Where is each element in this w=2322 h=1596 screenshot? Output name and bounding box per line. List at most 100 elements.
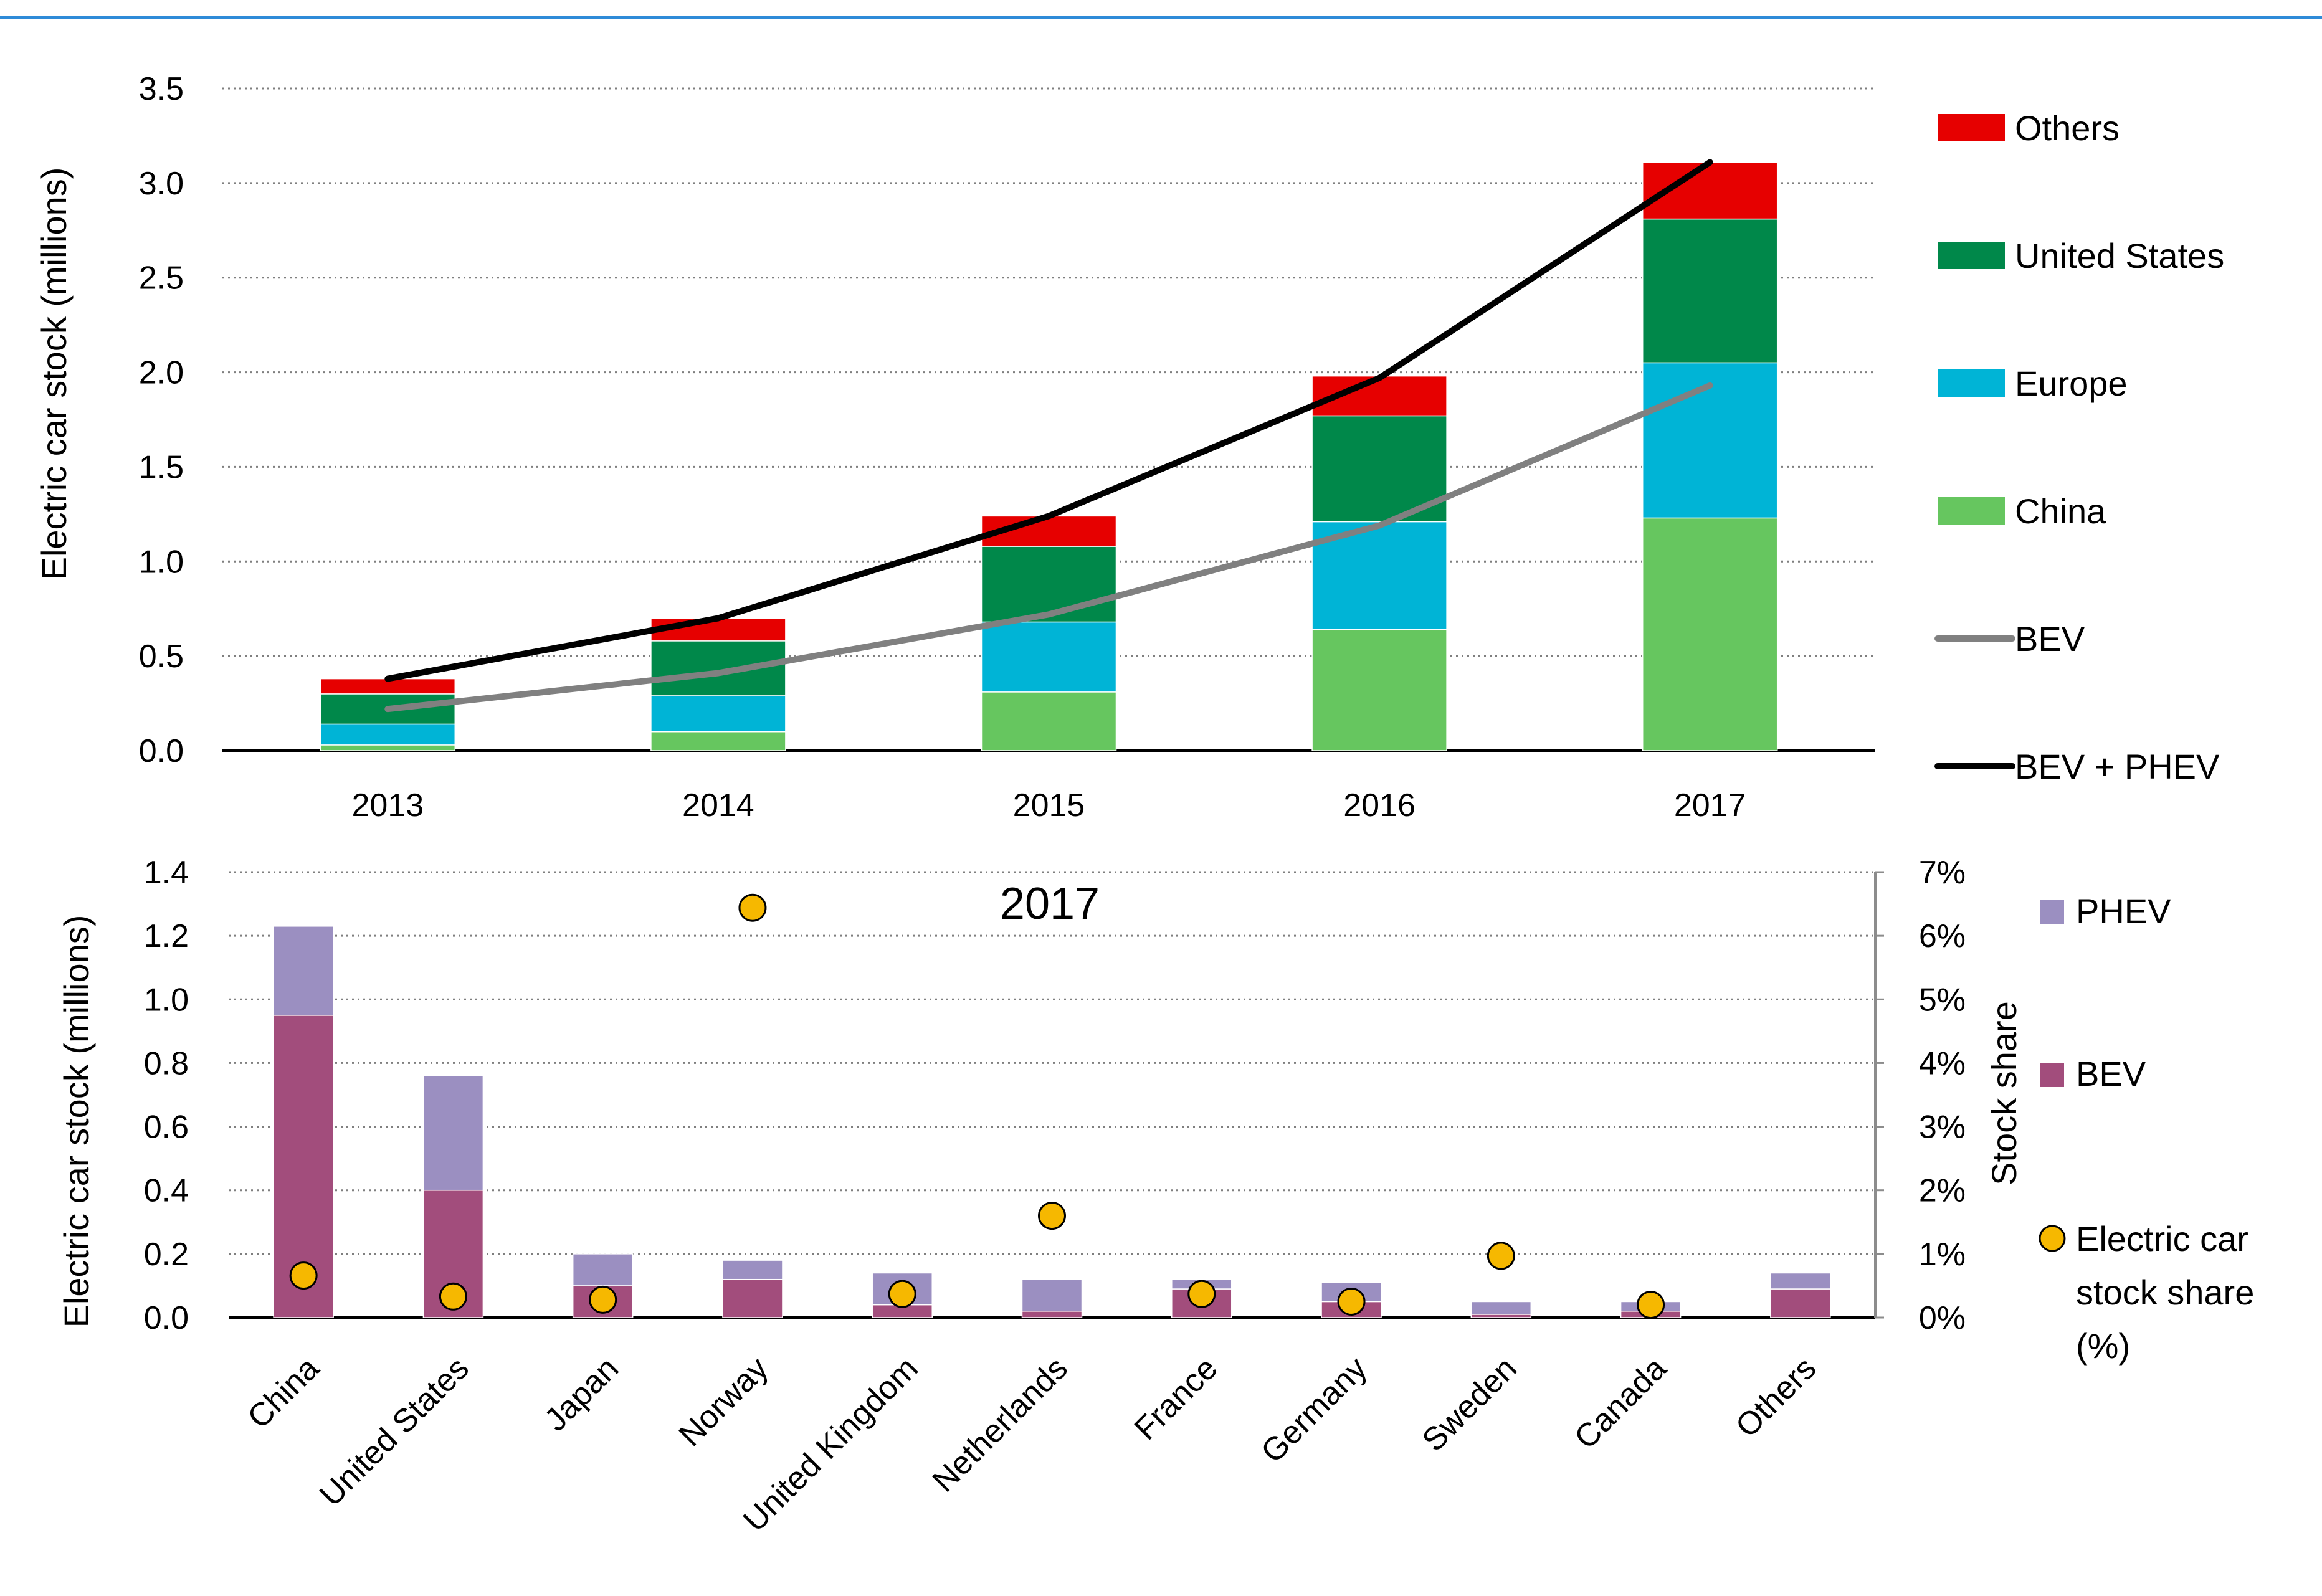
- legend-swatch-europe: [1938, 369, 2005, 397]
- legend-label-bev: BEV: [2015, 619, 2085, 658]
- top-y-tick-label: 0.5: [139, 639, 184, 675]
- legend-label-line: Electric car: [2076, 1219, 2248, 1258]
- bar-phev-netherlands: [1021, 1278, 1083, 1312]
- bottom-x-tick-label: Others: [1729, 1350, 1823, 1444]
- stock-by-region-chart: Electric car stock (millions) 0.0 0.5 1.0 1…: [34, 71, 2224, 824]
- share-marker-canada: [1637, 1291, 1665, 1319]
- bar-phev-china: [273, 926, 334, 1016]
- legend-label-united-states: United States: [2015, 236, 2224, 275]
- share-marker-japan: [589, 1285, 617, 1314]
- bottom-y-tick-label: 0.6: [144, 1109, 189, 1146]
- bar-phev-norway: [722, 1260, 783, 1280]
- legend-swatch-stock-share: [2039, 1225, 2066, 1252]
- bar-phev-sweden: [1470, 1301, 1532, 1315]
- top-y-tick-label: 3.0: [139, 166, 184, 202]
- bottom-y2-tick-label: 2%: [1919, 1173, 1966, 1209]
- bar-united-states-2017: [1642, 218, 1778, 364]
- top-x-tick-label: 2013: [351, 787, 424, 824]
- bar-bev-sweden: [1470, 1314, 1532, 1318]
- share-marker-sweden: [1487, 1242, 1515, 1270]
- top-x-tick-label: 2014: [682, 787, 754, 824]
- bar-phev-japan: [572, 1253, 634, 1286]
- bottom-stacked-bars: [273, 926, 1831, 1318]
- bottom-x-tick-label: China: [241, 1350, 326, 1435]
- bar-united-states-2015: [981, 546, 1117, 623]
- bar-china-2013: [320, 744, 456, 751]
- top-trend-lines: [384, 159, 1713, 713]
- bottom-y-tick-labels: 0.0 0.2 0.4 0.6 0.8 1.0 1.2 1.4: [144, 855, 189, 1336]
- line-bev: [384, 382, 1713, 713]
- bar-bev-others: [1770, 1288, 1831, 1318]
- bottom-y-axis-title: Electric car stock (millions): [57, 915, 96, 1328]
- bottom-y-tick-label: 0.8: [144, 1045, 189, 1081]
- bottom-y2-tick-label: 3%: [1919, 1109, 1966, 1146]
- top-y-tick-label: 1.0: [139, 544, 184, 580]
- top-y-tick-labels: 0.0 0.5 1.0 1.5 2.0 2.5 3.0 3.5: [139, 71, 184, 769]
- legend-label-line: (%): [2076, 1326, 2130, 1366]
- bar-china-2016: [1311, 629, 1447, 751]
- top-y-tick-label: 0.0: [139, 733, 184, 769]
- legend-swatch-others: [1938, 114, 2005, 141]
- top-x-tick-label: 2017: [1674, 787, 1746, 824]
- top-y-tick-label: 1.5: [139, 449, 184, 485]
- share-marker-netherlands: [1038, 1202, 1066, 1230]
- bar-phev-others: [1770, 1272, 1831, 1290]
- bottom-y2-tick-label: 5%: [1919, 982, 1966, 1018]
- share-marker-germany: [1337, 1287, 1366, 1316]
- legend-label-others: Others: [2015, 108, 2120, 148]
- line-bev-phev: [384, 159, 1713, 682]
- legend-label-china: China: [2015, 492, 2106, 531]
- bar-united-states-2014: [650, 640, 786, 696]
- bottom-legend: PHEV BEV Electric car stock share (%): [2039, 891, 2254, 1366]
- share-marker-china: [289, 1261, 318, 1290]
- legend-label-europe: Europe: [2015, 364, 2128, 403]
- bar-bev-norway: [722, 1278, 783, 1318]
- bottom-x-tick-label: United States: [313, 1350, 476, 1513]
- legend-swatch-china: [1938, 497, 2005, 525]
- top-y-tick-label: 2.5: [139, 260, 184, 297]
- bottom-y-tick-label: 1.0: [144, 982, 189, 1018]
- legend-label-stock-share: Electric car stock share (%): [2076, 1219, 2254, 1366]
- bar-china-2015: [981, 691, 1117, 751]
- bottom-y2-axis-title: Stock share: [1984, 1001, 2024, 1185]
- bottom-x-tick-label: Sweden: [1416, 1350, 1524, 1458]
- top-x-tick-label: 2016: [1343, 787, 1416, 824]
- legend-label-bev-phev: BEV + PHEV: [2015, 747, 2220, 786]
- bar-europe-2013: [320, 723, 456, 746]
- bottom-y2-tick-label: 7%: [1919, 855, 1966, 891]
- top-stacked-bars: [320, 161, 1778, 751]
- bar-europe-2017: [1642, 362, 1778, 519]
- legend-label-bev: BEV: [2076, 1054, 2146, 1093]
- bar-phev-united-states: [422, 1075, 484, 1191]
- share-marker-united-kingdom: [888, 1280, 916, 1308]
- top-y-tick-label: 3.5: [139, 71, 184, 107]
- bottom-y2-tick-label: 0%: [1919, 1300, 1966, 1336]
- top-x-tick-label: 2015: [1013, 787, 1085, 824]
- legend-swatch-bev: [2040, 1063, 2064, 1087]
- legend-swatch-united-states: [1938, 242, 2005, 269]
- bottom-chart-title: 2017: [1000, 879, 1100, 929]
- legend-label-line: stock share: [2076, 1273, 2254, 1312]
- bottom-y2-tick-label: 4%: [1919, 1045, 1966, 1081]
- bar-china-2017: [1642, 517, 1778, 751]
- bottom-x-tick-label: France: [1128, 1350, 1224, 1446]
- share-marker-united-states: [439, 1282, 467, 1311]
- bar-europe-2015: [981, 621, 1117, 693]
- bottom-share-markers: [289, 893, 1665, 1319]
- bar-china-2014: [650, 731, 786, 751]
- top-y-tick-label: 2.0: [139, 355, 184, 391]
- bottom-x-tick-label: Canada: [1568, 1350, 1673, 1456]
- bottom-y2-tick-label: 1%: [1919, 1237, 1966, 1273]
- top-x-tick-labels: 2013 2014 2015 2016 2017: [351, 787, 1746, 824]
- bottom-y-tick-label: 0.4: [144, 1173, 189, 1209]
- share-marker-france: [1187, 1280, 1216, 1308]
- bottom-x-tick-label: Netherlands: [926, 1350, 1075, 1499]
- top-legend: Others United States Europe China BEV BEV + P…: [1934, 108, 2224, 786]
- bottom-x-tick-label: Germany: [1254, 1350, 1374, 1470]
- bottom-x-tick-label: Japan: [538, 1350, 626, 1438]
- bottom-y-tick-label: 1.2: [144, 918, 189, 954]
- bottom-y2-tick-labels: 0% 1% 2% 3% 4% 5% 6% 7%: [1875, 855, 1966, 1336]
- top-y-axis-title: Electric car stock (millions): [34, 168, 74, 581]
- bottom-y2-tick-label: 6%: [1919, 918, 1966, 954]
